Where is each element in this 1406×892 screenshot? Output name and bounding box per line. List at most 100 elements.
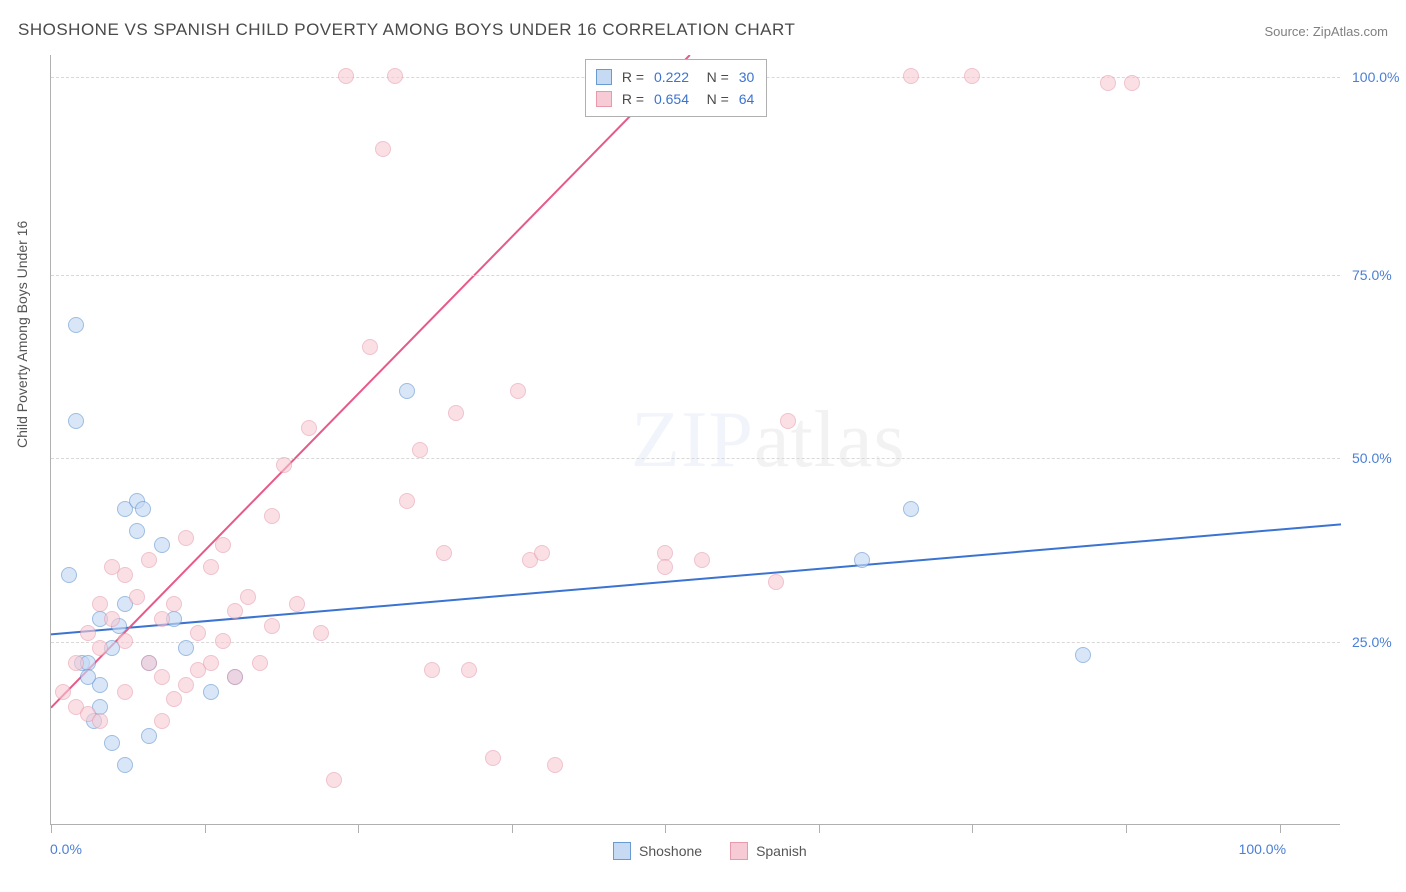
x-tick <box>205 825 206 833</box>
legend-item: Shoshone <box>613 842 702 860</box>
data-point <box>485 750 501 766</box>
data-point <box>141 728 157 744</box>
data-point <box>104 611 120 627</box>
y-tick-label: 100.0% <box>1352 69 1399 85</box>
data-point <box>1100 75 1116 91</box>
source-label: Source: ZipAtlas.com <box>1264 24 1388 39</box>
data-point <box>178 530 194 546</box>
data-point <box>92 596 108 612</box>
trend-line <box>51 55 690 708</box>
legend-swatch <box>596 69 612 85</box>
data-point <box>154 611 170 627</box>
legend-swatch <box>596 91 612 107</box>
legend-row: R = 0.654 N = 64 <box>596 88 754 110</box>
data-point <box>227 603 243 619</box>
data-point <box>510 383 526 399</box>
x-tick <box>819 825 820 833</box>
x-tick <box>1280 825 1281 833</box>
y-axis-label: Child Poverty Among Boys Under 16 <box>14 221 30 448</box>
x-tick <box>358 825 359 833</box>
legend-n-value: 30 <box>739 69 755 85</box>
data-point <box>694 552 710 568</box>
data-point <box>117 633 133 649</box>
trend-lines <box>51 55 1341 825</box>
data-point <box>92 640 108 656</box>
data-point <box>1075 647 1091 663</box>
data-point <box>227 669 243 685</box>
scatter-chart: ZIPatlas <box>50 55 1340 825</box>
data-point <box>264 508 280 524</box>
legend-r-label: R = <box>618 91 648 107</box>
data-point <box>399 383 415 399</box>
data-point <box>117 567 133 583</box>
data-point <box>657 545 673 561</box>
data-point <box>768 574 784 590</box>
data-point <box>61 567 77 583</box>
x-tick <box>1126 825 1127 833</box>
data-point <box>301 420 317 436</box>
data-point <box>854 552 870 568</box>
data-point <box>326 772 342 788</box>
gridline <box>51 642 1340 643</box>
legend-series: Shoshone Spanish <box>613 842 807 860</box>
data-point <box>68 413 84 429</box>
data-point <box>203 684 219 700</box>
data-point <box>154 537 170 553</box>
data-point <box>424 662 440 678</box>
legend-item: Spanish <box>730 842 807 860</box>
data-point <box>129 523 145 539</box>
legend-stats: R = 0.222 N = 30 R = 0.654 N = 64 <box>585 59 767 117</box>
x-tick-label: 0.0% <box>50 841 82 857</box>
data-point <box>387 68 403 84</box>
data-point <box>68 317 84 333</box>
data-point <box>240 589 256 605</box>
legend-r-value: 0.222 <box>654 69 689 85</box>
data-point <box>178 640 194 656</box>
data-point <box>289 596 305 612</box>
y-tick-label: 75.0% <box>1352 267 1392 283</box>
data-point <box>190 625 206 641</box>
data-point <box>252 655 268 671</box>
legend-label: Spanish <box>756 843 807 859</box>
data-point <box>129 589 145 605</box>
data-point <box>117 757 133 773</box>
data-point <box>657 559 673 575</box>
data-point <box>166 596 182 612</box>
data-point <box>547 757 563 773</box>
data-point <box>141 655 157 671</box>
data-point <box>178 677 194 693</box>
legend-label: Shoshone <box>639 843 702 859</box>
data-point <box>1124 75 1140 91</box>
data-point <box>903 68 919 84</box>
data-point <box>215 633 231 649</box>
legend-r-label: R = <box>618 69 648 85</box>
data-point <box>215 537 231 553</box>
data-point <box>362 339 378 355</box>
data-point <box>166 691 182 707</box>
data-point <box>461 662 477 678</box>
data-point <box>964 68 980 84</box>
data-point <box>117 684 133 700</box>
chart-title: SHOSHONE VS SPANISH CHILD POVERTY AMONG … <box>18 20 795 40</box>
x-tick <box>972 825 973 833</box>
data-point <box>276 457 292 473</box>
legend-row: R = 0.222 N = 30 <box>596 66 754 88</box>
legend-n-value: 64 <box>739 91 755 107</box>
data-point <box>154 669 170 685</box>
data-point <box>903 501 919 517</box>
x-tick <box>665 825 666 833</box>
data-point <box>313 625 329 641</box>
data-point <box>68 655 84 671</box>
data-point <box>399 493 415 509</box>
legend-swatch <box>613 842 631 860</box>
data-point <box>412 442 428 458</box>
data-point <box>780 413 796 429</box>
y-tick-label: 50.0% <box>1352 450 1392 466</box>
x-tick-label: 100.0% <box>1239 841 1286 857</box>
trend-line <box>51 524 1341 634</box>
data-point <box>203 559 219 575</box>
data-point <box>141 552 157 568</box>
data-point <box>448 405 464 421</box>
gridline <box>51 275 1340 276</box>
watermark: ZIPatlas <box>631 395 906 486</box>
